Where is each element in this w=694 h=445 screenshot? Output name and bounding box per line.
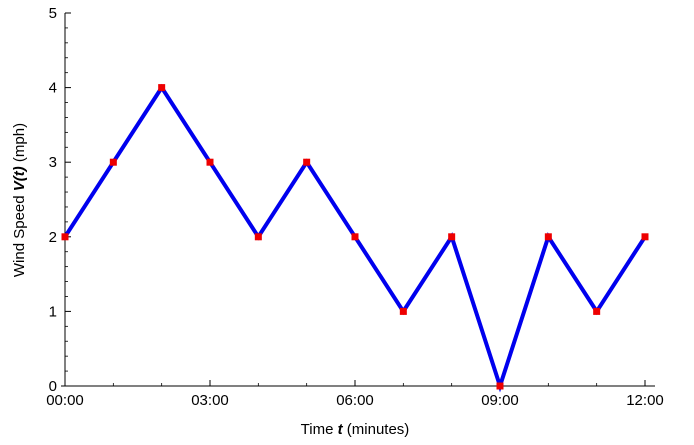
data-point — [206, 158, 214, 166]
data-point — [448, 233, 456, 241]
axes — [61, 13, 655, 387]
y-tick-label: 0 — [49, 378, 57, 395]
y-tick-label: 3 — [49, 154, 57, 171]
data-point — [303, 158, 311, 166]
data-point — [158, 84, 166, 92]
x-tick-label: 09:00 — [481, 392, 519, 409]
data-point — [496, 382, 504, 390]
y-tick-label: 4 — [49, 80, 57, 97]
y-axis-label: Wind Speed V(t) (mph) — [11, 123, 28, 277]
x-tick-label: 06:00 — [336, 392, 374, 409]
x-tick-label: 00:00 — [46, 392, 84, 409]
y-tick-label: 2 — [49, 229, 57, 246]
y-tick-label: 1 — [49, 303, 57, 320]
ticks: 0 1 2 3 4 5 00:00 03:00 06:00 09:00 12:00 — [46, 5, 664, 409]
y-tick-label: 5 — [49, 5, 57, 22]
x-axis-label: Time t (minutes) — [301, 421, 410, 438]
data-point — [61, 233, 69, 241]
x-tick-label: 12:00 — [626, 392, 664, 409]
data-point — [399, 307, 407, 315]
data-point — [593, 307, 601, 315]
data-point — [351, 233, 359, 241]
data-point — [109, 158, 117, 166]
data-point — [254, 233, 262, 241]
plot-area — [61, 83, 649, 393]
data-point — [641, 233, 649, 241]
data-point — [544, 233, 552, 241]
x-tick-label: 03:00 — [191, 392, 229, 409]
